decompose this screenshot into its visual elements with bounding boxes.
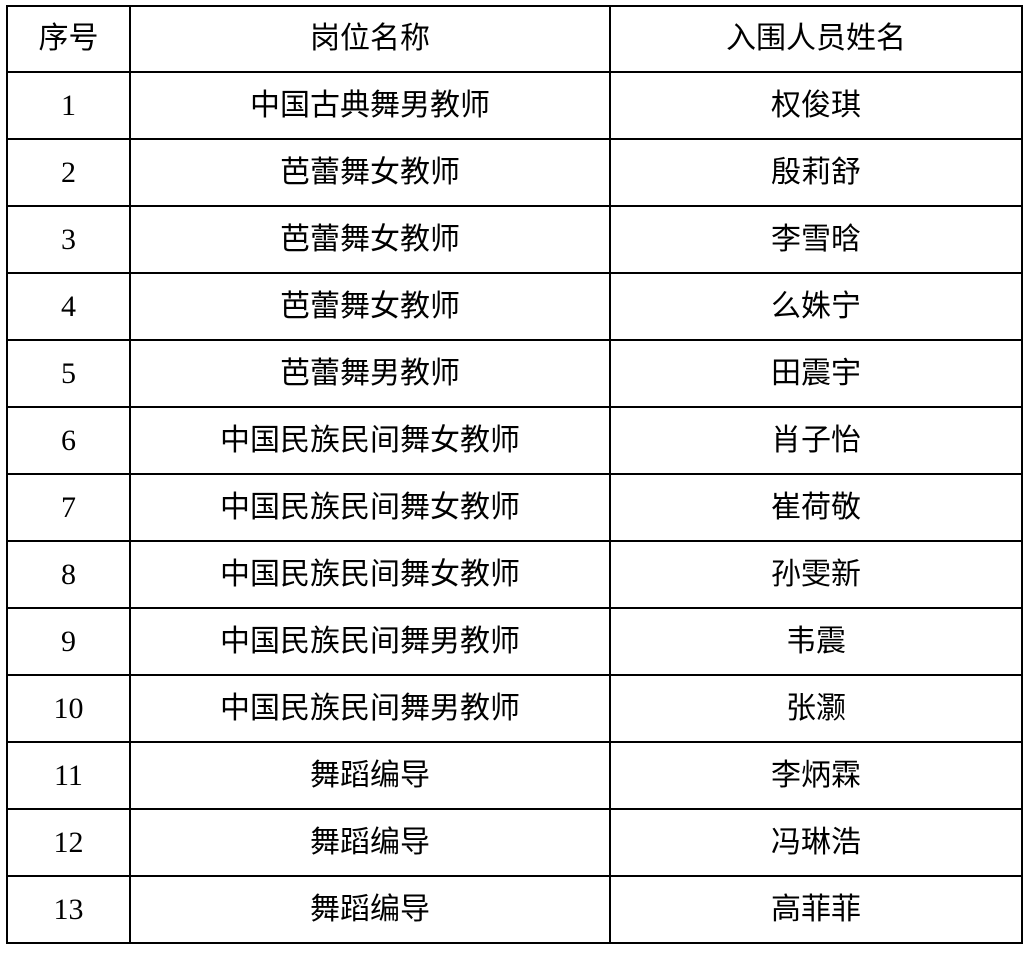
cell-name: 权俊琪 xyxy=(609,71,1023,140)
cell-name: 殷莉舒 xyxy=(609,138,1023,207)
cell-no: 6 xyxy=(6,406,131,475)
cell-name: 李雪晗 xyxy=(609,205,1023,274)
cell-position: 中国民族民间舞男教师 xyxy=(129,674,611,743)
table-row: 7 中国民族民间舞女教师 崔荷敬 xyxy=(6,473,1023,542)
cell-position: 中国民族民间舞女教师 xyxy=(129,473,611,542)
table-row: 4 芭蕾舞女教师 么姝宁 xyxy=(6,272,1023,341)
cell-name: 张灏 xyxy=(609,674,1023,743)
table-row: 11 舞蹈编导 李炳霖 xyxy=(6,741,1023,810)
table-row: 10 中国民族民间舞男教师 张灏 xyxy=(6,674,1023,743)
table-row: 13 舞蹈编导 高菲菲 xyxy=(6,875,1023,944)
table-row: 5 芭蕾舞男教师 田震宇 xyxy=(6,339,1023,408)
cell-no: 8 xyxy=(6,540,131,609)
cell-position: 中国古典舞男教师 xyxy=(129,71,611,140)
document-page: 序号 岗位名称 入围人员姓名 1 中国古典舞男教师 权俊琪 2 芭蕾舞女教师 殷… xyxy=(6,5,1023,944)
shortlist-table: 序号 岗位名称 入围人员姓名 1 中国古典舞男教师 权俊琪 2 芭蕾舞女教师 殷… xyxy=(6,5,1023,944)
cell-name: 崔荷敬 xyxy=(609,473,1023,542)
table-row: 1 中国古典舞男教师 权俊琪 xyxy=(6,71,1023,140)
cell-name: 田震宇 xyxy=(609,339,1023,408)
cell-position: 芭蕾舞男教师 xyxy=(129,339,611,408)
cell-no: 9 xyxy=(6,607,131,676)
cell-position: 舞蹈编导 xyxy=(129,875,611,944)
table-row: 2 芭蕾舞女教师 殷莉舒 xyxy=(6,138,1023,207)
cell-name: 韦震 xyxy=(609,607,1023,676)
cell-position: 舞蹈编导 xyxy=(129,808,611,877)
cell-name: 孙雯新 xyxy=(609,540,1023,609)
cell-no: 1 xyxy=(6,71,131,140)
table-header-row: 序号 岗位名称 入围人员姓名 xyxy=(6,5,1023,73)
cell-no: 11 xyxy=(6,741,131,810)
table-row: 9 中国民族民间舞男教师 韦震 xyxy=(6,607,1023,676)
table-row: 6 中国民族民间舞女教师 肖子怡 xyxy=(6,406,1023,475)
cell-no: 4 xyxy=(6,272,131,341)
column-header-position: 岗位名称 xyxy=(129,5,611,73)
cell-no: 7 xyxy=(6,473,131,542)
cell-position: 芭蕾舞女教师 xyxy=(129,272,611,341)
cell-name: 冯琳浩 xyxy=(609,808,1023,877)
cell-no: 3 xyxy=(6,205,131,274)
cell-no: 5 xyxy=(6,339,131,408)
column-header-name: 入围人员姓名 xyxy=(609,5,1023,73)
cell-no: 2 xyxy=(6,138,131,207)
cell-no: 12 xyxy=(6,808,131,877)
cell-position: 芭蕾舞女教师 xyxy=(129,205,611,274)
cell-name: 李炳霖 xyxy=(609,741,1023,810)
cell-name: 高菲菲 xyxy=(609,875,1023,944)
cell-name: 么姝宁 xyxy=(609,272,1023,341)
cell-position: 中国民族民间舞女教师 xyxy=(129,540,611,609)
column-header-no: 序号 xyxy=(6,5,131,73)
cell-no: 13 xyxy=(6,875,131,944)
cell-name: 肖子怡 xyxy=(609,406,1023,475)
cell-position: 芭蕾舞女教师 xyxy=(129,138,611,207)
cell-position: 中国民族民间舞女教师 xyxy=(129,406,611,475)
table-row: 3 芭蕾舞女教师 李雪晗 xyxy=(6,205,1023,274)
table-row: 12 舞蹈编导 冯琳浩 xyxy=(6,808,1023,877)
table-row: 8 中国民族民间舞女教师 孙雯新 xyxy=(6,540,1023,609)
cell-position: 中国民族民间舞男教师 xyxy=(129,607,611,676)
cell-no: 10 xyxy=(6,674,131,743)
cell-position: 舞蹈编导 xyxy=(129,741,611,810)
